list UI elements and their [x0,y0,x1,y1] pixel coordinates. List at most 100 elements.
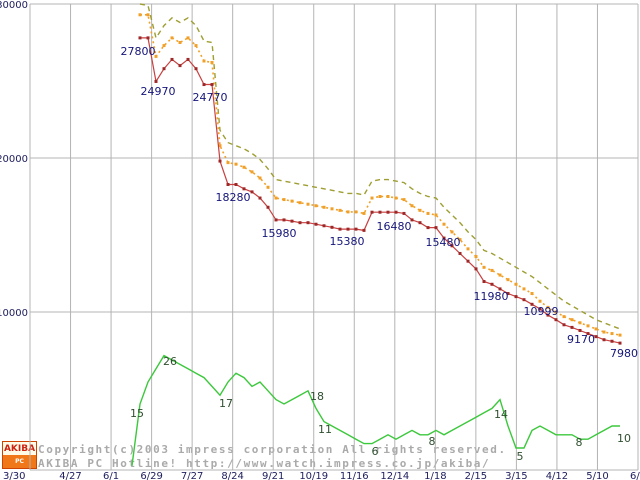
lowest-price-marker [426,226,430,230]
lowest-price-marker [282,218,286,222]
lowest-price-marker [618,341,622,345]
shop-count-label: 5 [517,450,524,463]
y-axis-label: 20000 [0,154,28,165]
lowest-price-marker [450,244,454,248]
average-price-marker [610,332,614,336]
average-price-marker [546,305,550,309]
average-price-marker [282,198,286,202]
x-axis-label: 3/15 [505,471,527,480]
average-price-marker [290,199,294,203]
x-axis-label: 6/29 [140,471,162,480]
average-price-marker [618,333,622,337]
average-price-marker [154,54,158,58]
x-axis-label: 5/10 [586,471,608,480]
lowest-price-marker [146,36,150,40]
average-price-marker [570,318,574,322]
average-price-marker [162,44,166,48]
x-axis-label: 10/19 [299,471,328,480]
price-label: 9170 [567,333,595,346]
lowest-price-marker [546,313,550,317]
average-price-marker [562,315,566,319]
lowest-price-marker [586,332,590,336]
lowest-price-marker [210,83,214,87]
average-price-marker [474,255,478,259]
lowest-price-marker [298,221,302,225]
lowest-price-marker [266,205,270,209]
x-axis-label: 11/16 [340,471,369,480]
lowest-price-marker [202,83,206,87]
average-price-marker [578,321,582,325]
lowest-price-marker [138,36,142,40]
average-price-marker [554,310,558,314]
average-price-marker [250,170,254,174]
x-axis-label: 4/12 [546,471,568,480]
average-price-marker [594,327,598,331]
average-price-marker [306,202,310,206]
shop-count-label: 6 [372,445,379,458]
lowest-price-marker [354,227,358,231]
lowest-price-marker [562,323,566,327]
x-axis-label: 6/7 [630,471,640,480]
lowest-price-marker [458,251,462,255]
lowest-price-marker [522,298,526,302]
average-price-marker [266,185,270,189]
average-price-marker [586,324,590,328]
average-price-marker [330,207,334,211]
lowest-price-marker [530,302,534,306]
price-label: 15980 [262,227,297,240]
average-price-marker [402,198,406,202]
shop-count-label: 14 [494,408,508,421]
price-label: 24970 [141,85,176,98]
price-label: 11980 [474,290,509,303]
average-price-marker [386,195,390,198]
average-price-marker [218,144,222,148]
lowest-price-marker [538,307,542,311]
lowest-price-marker [330,225,334,229]
average-price-marker [354,210,358,214]
average-price-marker [394,196,398,200]
average-price-marker [442,222,446,226]
price-label: 18280 [216,191,251,204]
y-axis-label: 30000 [0,0,28,11]
x-axis-label: 8/24 [221,471,243,480]
average-price-marker [210,61,214,65]
lowest-price-marker [154,79,158,83]
average-price-marker [362,211,366,215]
average-price-marker [298,201,302,205]
average-price-marker [346,210,350,214]
average-price-marker [178,41,182,44]
x-axis-label: 1/18 [424,471,446,480]
average-price-marker [138,13,142,17]
average-price-marker [434,213,438,217]
average-price-marker [418,208,422,212]
lowest-price-marker [242,187,246,191]
lowest-price-marker [178,64,182,68]
lowest-price-marker [602,338,606,342]
average-price-marker [226,161,230,165]
lowest-price-marker [506,292,510,296]
lowest-price-marker [570,325,574,329]
x-axis-label: 12/14 [380,471,409,480]
average-price-marker [466,247,470,251]
average-price-marker [458,238,462,242]
price-label: 24770 [193,91,228,104]
average-price-marker [602,330,606,334]
lowest-price-marker [482,280,486,284]
lowest-price-marker [490,282,494,286]
shop-count-label: 8 [576,436,583,449]
lowest-price-marker [466,259,470,263]
akiba-pc-hotline-logo: AKIBA PC Hotline! [2,441,37,478]
lowest-price-marker [170,57,174,61]
lowest-price-marker [554,318,558,322]
lowest-price-marker [258,196,262,200]
site-url-text: AKIBA PC Hotline! http://www.watch.impre… [38,457,491,470]
average-price-marker [194,44,198,48]
average-price-marker [370,196,374,200]
price-label: 27800 [121,45,156,58]
lowest-price-marker [498,287,502,291]
lowest-price-marker [418,221,422,225]
lowest-price-marker [314,222,318,226]
average-price-marker [514,282,518,286]
lowest-price-marker [290,219,294,223]
average-price-marker [378,195,382,198]
